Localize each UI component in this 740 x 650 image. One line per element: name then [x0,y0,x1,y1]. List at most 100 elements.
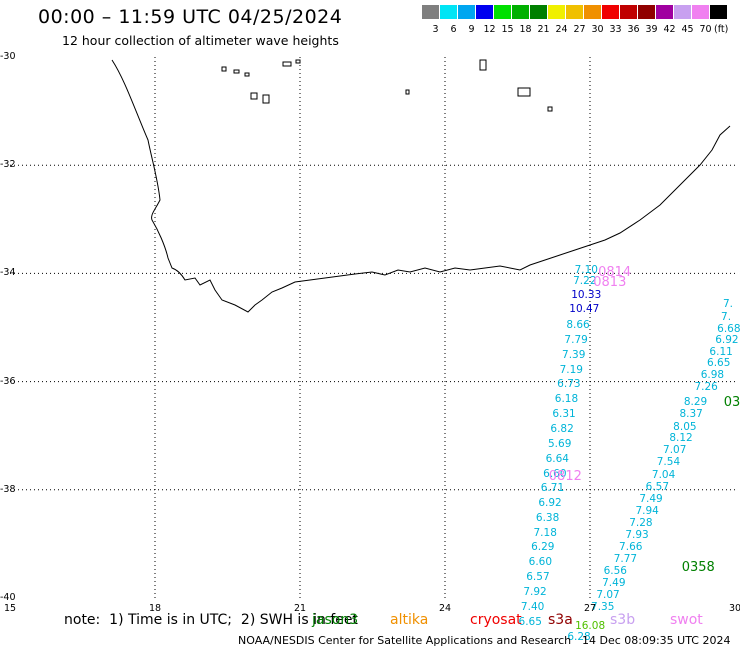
pass-time-label: 0813 [593,275,627,291]
lat-tick-label: -38 [0,483,16,495]
swh-value: 6.57 [526,570,550,583]
satellite-altika: altika [390,612,429,628]
legend-label: 3 [432,24,439,35]
coastline [111,59,731,313]
swh-value: 6.60 [543,467,567,480]
lon-tick-label: 24 [439,603,452,614]
legend-swatch [602,5,619,19]
satellite-s3b: s3b [610,612,636,628]
legend-swatch [584,5,601,19]
swh-value: 6.11 [709,345,733,358]
legend-label: 24 [555,24,568,35]
timestamp: 14 Dec 08:09:35 UTC 2024 [582,634,731,647]
pass-time-label: 0814 [598,265,632,281]
islands [221,59,553,112]
swh-value: 7.49 [602,576,626,589]
swh-value: 6.38 [535,512,560,524]
swh-value: 7.19 [559,363,583,376]
swh-value: 10.47 [569,303,600,316]
pass-time-label: 0812 [548,469,582,485]
lat-tick-label: -40 [0,592,16,603]
swh-value: 6.28 [567,631,591,644]
swh-value: 7. [722,297,733,310]
map-title: 00:00 – 11:59 UTC 04/25/2024 [38,6,343,28]
swh-value: 7.10 [574,264,598,277]
map-subtitle: 12 hour collection of altimeter wave hei… [62,33,339,48]
legend-swatch [476,5,493,19]
swh-value: 7.49 [639,492,663,505]
legend-label: 45 [681,24,694,35]
legend-label: 9 [468,24,475,35]
swh-value: 7.94 [635,504,659,517]
legend-label: 21 [537,24,550,35]
swh-value: 8.66 [566,318,590,331]
legend-label: 30 [591,24,604,35]
lat-tick-label: -30 [0,51,16,62]
swh-value: 6.73 [557,378,581,391]
swh-value: 6.57 [645,480,670,493]
lat-tick-label: -36 [0,375,16,387]
lon-tick-label: 18 [149,603,162,614]
swh-value: 5.69 [548,437,572,450]
swh-value: 7.40 [520,600,545,613]
legend-swatch [674,5,691,19]
swh-value: 6.60 [528,556,553,569]
swh-value: 7.93 [625,528,649,541]
legend-label: 70 [699,24,712,35]
lon-tick-label: 27 [584,603,597,614]
swh-value: 7.39 [562,348,586,361]
swh-value: 16.08 [575,620,606,633]
swh-value: 6.68 [717,322,740,335]
legend-label: 42 [663,24,676,35]
swh-value: 7.28 [629,516,653,529]
legend-label: 12 [483,24,496,35]
swh-value: 6.65 [518,615,542,628]
legend-swatch [692,5,709,19]
lat-tick-label: -32 [0,159,16,171]
swh-value: 7.07 [596,588,620,601]
swh-value: 8.29 [683,396,708,409]
grid-lines [10,57,735,598]
pass-time-label: 0358 [681,560,715,576]
swh-value: 7. [721,310,732,323]
legend-swatch [458,5,475,19]
swh-value: 7.26 [694,381,718,394]
swh-value: 7.54 [656,456,681,469]
satellite-jason3: jason3 [312,612,359,628]
swh-value: 6.31 [552,408,576,421]
legend-swatch [656,5,673,19]
legend-label: 18 [519,24,532,35]
legend-label: 39 [645,24,658,35]
legend-swatch [710,5,727,19]
legend-swatch [512,5,529,19]
swh-value: 6.98 [700,369,725,382]
legend-label: 36 [627,24,640,35]
legend-swatch [530,5,547,19]
credit-line: NOAA/NESDIS Center for Satellite Applica… [238,634,572,647]
legend-unit: (ft) [714,24,729,35]
swh-value: 6.64 [545,452,569,465]
lon-tick-label: 15 [4,603,17,614]
swh-value: 6.92 [538,496,562,509]
legend-swatch [638,5,655,19]
swh-value: 7.77 [613,553,638,566]
legend-label: 6 [450,24,457,35]
swh-value: 7.04 [651,468,676,481]
legend-swatch [548,5,565,19]
swh-value: 7.35 [591,600,615,613]
satellite-s3a: s3a [548,612,573,628]
swh-value: 8.05 [673,420,697,433]
swh-value: 6.65 [707,357,731,370]
swh-value: 6.82 [550,422,574,435]
legend-label: 33 [609,24,622,35]
legend-swatch [494,5,511,19]
swh-value: 10.33 [571,289,602,302]
pass-time-label: 035 [723,395,740,411]
swh-value: 8.12 [669,432,693,445]
swh-value: 6.71 [540,482,565,495]
swh-value: 7.07 [663,444,687,457]
legend-swatch [566,5,583,19]
footer-note: note: 1) Time is in UTC; 2) SWH is in fe… [64,612,358,628]
swh-value: 6.29 [531,541,555,554]
